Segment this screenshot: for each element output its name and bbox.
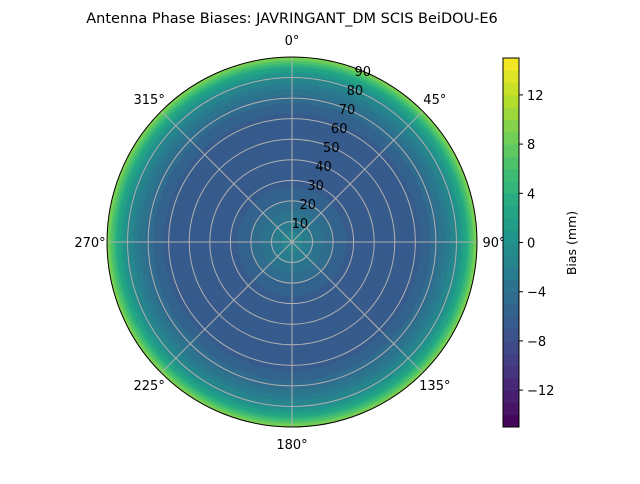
- colorbar-level: [503, 267, 519, 280]
- radial-gridline: [229, 179, 355, 305]
- colorbar-level: [503, 119, 519, 133]
- radial-gridline: [270, 220, 314, 264]
- colorbar-level: [503, 402, 519, 416]
- radial-gridline: [147, 97, 437, 387]
- angular-gridline: [160, 110, 293, 243]
- colorbar-level: [503, 230, 519, 243]
- colorbar-level: [503, 328, 519, 342]
- polar-grid: [106, 56, 478, 428]
- colorbar-level: [503, 217, 519, 231]
- colorbar-level: [503, 254, 519, 268]
- angular-tick-label: 45°: [423, 93, 446, 108]
- colorbar-level: [503, 156, 519, 170]
- colorbar-level: [503, 242, 519, 256]
- colorbar-level: [503, 82, 519, 96]
- colorbar-level: [503, 291, 519, 305]
- radial-tick-label: 90: [355, 65, 372, 80]
- radial-tick-label: 60: [331, 122, 348, 137]
- colorbar-tick-label: −12: [527, 384, 554, 399]
- colorbar-label: Bias (mm): [564, 211, 579, 275]
- colorbar-level: [503, 377, 519, 391]
- colorbar-level: [503, 131, 519, 145]
- colorbar-level: [503, 168, 519, 182]
- radial-gridline: [168, 118, 416, 366]
- radial-gridline: [188, 138, 396, 346]
- colorbar-level: [503, 107, 519, 120]
- colorbar-tick-label: −4: [527, 286, 546, 301]
- angular-gridline: [160, 241, 293, 374]
- colorbar-level: [503, 70, 519, 84]
- colorbar-level: [503, 205, 519, 219]
- radial-tick-label: 70: [339, 103, 356, 118]
- radial-tick-label: 30: [307, 179, 324, 194]
- colorbar-level: [503, 414, 519, 428]
- radial-gridline: [127, 77, 457, 407]
- colorbar-level: [503, 353, 519, 366]
- radial-gridline: [209, 159, 375, 325]
- radial-tick-label: 10: [292, 217, 309, 232]
- colorbar-tick-label: 8: [527, 138, 535, 153]
- colorbar-level: [503, 316, 519, 330]
- angular-tick-labels: 0° 45° 90° 135° 180° 225° 270° 315°: [74, 34, 505, 453]
- colorbar-level: [503, 94, 519, 108]
- colorbar-level: [503, 181, 519, 194]
- colorbar-tick-label: 12: [527, 89, 544, 104]
- chart-title: Antenna Phase Biases: JAVRINGANT_DM SCIS…: [86, 11, 498, 27]
- angular-tick-label: 180°: [276, 438, 307, 453]
- colorbar-level: [503, 279, 519, 293]
- colorbar-level: [503, 365, 519, 379]
- colorbar-tick-label: −8: [527, 335, 546, 350]
- angular-tick-label: 270°: [74, 236, 105, 251]
- angular-gridline: [291, 110, 424, 243]
- colorbar-level: [503, 390, 519, 403]
- radial-tick-label: 40: [315, 160, 332, 175]
- angular-tick-label: 225°: [134, 379, 165, 394]
- colorbar-level: [503, 340, 519, 354]
- angular-tick-label: 135°: [419, 379, 450, 394]
- colorbar-level: [503, 58, 519, 71]
- polar-frame: [106, 56, 478, 428]
- radial-gridline: [250, 200, 334, 284]
- colorbar: −12 −8 −4 0 4 8 12: [502, 57, 554, 428]
- radial-tick-label: 80: [347, 84, 364, 99]
- angular-tick-label: 315°: [134, 93, 165, 108]
- colorbar-level: [503, 144, 519, 157]
- colorbar-level: [503, 193, 519, 207]
- angular-gridline: [291, 241, 424, 374]
- radial-tick-label: 20: [299, 198, 316, 213]
- angular-tick-label: 90°: [482, 236, 505, 251]
- colorbar-level: [503, 304, 519, 317]
- colorbar-tick-label: 0: [527, 237, 535, 252]
- radial-tick-labels: 10 20 30 40 50 60 70 80 90: [292, 65, 371, 232]
- radial-tick-label: 50: [323, 141, 340, 156]
- angular-tick-label: 0°: [285, 34, 300, 49]
- colorbar-tick-label: 4: [527, 187, 535, 202]
